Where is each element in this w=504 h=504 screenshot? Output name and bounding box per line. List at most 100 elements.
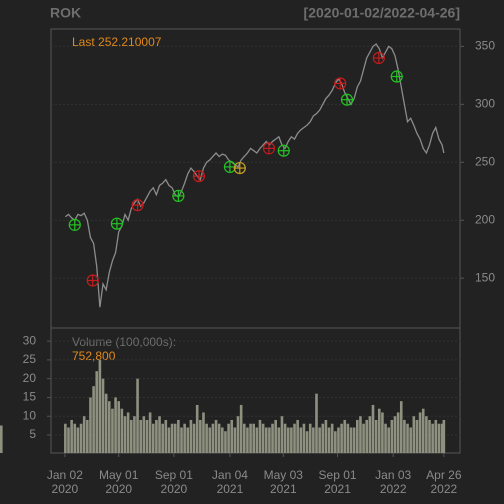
price-line	[64, 43, 445, 308]
volume-bar	[340, 423, 343, 453]
volume-bar	[293, 423, 296, 453]
volume-bar	[290, 427, 293, 453]
volume-bar	[302, 423, 306, 453]
volume-bar	[192, 423, 196, 453]
volume-bar	[189, 419, 193, 453]
volume-bar	[70, 419, 73, 453]
volume-bar	[214, 419, 218, 453]
volume-bar	[312, 427, 315, 453]
volume-bar	[434, 419, 438, 453]
volume-bar	[92, 386, 95, 453]
volume-bar	[230, 419, 234, 453]
volume-bar	[387, 427, 390, 453]
volume-bar	[126, 412, 130, 453]
volume-bar	[252, 423, 256, 453]
volume-bar	[142, 416, 146, 453]
signal-marker	[334, 77, 347, 90]
volume-bar	[368, 416, 372, 453]
volume-bar	[170, 423, 174, 453]
x-tick-label: Jan 02 2020	[46, 468, 83, 496]
volume-bar	[343, 419, 347, 453]
x-tick-label: Sep 01 2021	[318, 468, 357, 496]
x-tick-label: May 03 2021	[263, 468, 303, 496]
volume-bar	[73, 423, 77, 453]
volume-bar	[308, 423, 312, 453]
volume-bar	[64, 423, 67, 453]
signal-marker	[68, 218, 81, 231]
volume-bar	[280, 416, 284, 453]
signal-marker	[277, 144, 290, 157]
volume-label: Volume (100,000s):	[72, 335, 176, 349]
volume-bar	[82, 416, 86, 453]
volume-bar	[151, 423, 155, 453]
volume-bar	[431, 423, 434, 453]
volume-bar	[442, 419, 446, 453]
volume-bar	[390, 419, 394, 453]
volume-bar	[305, 431, 309, 453]
volume-bar	[356, 419, 359, 453]
volume-bar	[123, 416, 127, 453]
volume-bar	[114, 397, 117, 453]
volume-bar	[346, 423, 350, 453]
volume-bar	[136, 378, 139, 453]
volume-bar	[108, 401, 111, 453]
volume-bar	[377, 408, 381, 453]
volume-bar	[211, 423, 215, 453]
volume-bar	[421, 408, 425, 453]
volume-bar	[324, 419, 328, 453]
volume-bar	[180, 427, 183, 453]
volume-bar	[399, 401, 403, 453]
volume-bar	[199, 419, 202, 453]
volume-bar	[145, 419, 149, 453]
volume-bar	[409, 427, 412, 453]
volume-bar	[67, 427, 70, 453]
volume-bar	[158, 416, 161, 453]
volume-bar	[177, 419, 180, 453]
volume-bar	[425, 416, 428, 453]
volume-bar	[249, 423, 252, 453]
volume-bar	[233, 427, 237, 453]
y-tick-label: 200	[475, 212, 495, 226]
volume-bar	[352, 427, 356, 453]
volume-bar	[217, 423, 221, 453]
volume-bar	[205, 423, 208, 453]
signal-marker	[372, 51, 385, 65]
volume-bar	[406, 423, 409, 453]
volume-bar	[393, 416, 397, 453]
y-tick-label: 300	[475, 97, 495, 111]
volume-bar	[268, 427, 271, 453]
volume-bar	[202, 412, 205, 453]
signal-marker	[390, 70, 403, 83]
volume-bar	[315, 393, 318, 453]
x-tick-label: Apr 26 2022	[426, 468, 462, 496]
last-price: Last 252.210007	[72, 35, 162, 49]
volume-bar	[186, 427, 190, 453]
volume-bar	[418, 412, 422, 453]
volume-bar	[111, 408, 114, 453]
volume-bar	[101, 378, 105, 453]
volume-bar	[299, 427, 303, 453]
volume-bar	[167, 427, 171, 453]
volume-bar	[224, 431, 227, 453]
y2-tick-label: 30	[23, 333, 37, 347]
volume-bar	[274, 419, 277, 453]
volume-bar	[327, 427, 331, 453]
volume-bar	[318, 427, 321, 453]
volume-bar	[76, 427, 80, 453]
y2-tick-label: 5	[29, 427, 36, 441]
volume-bar	[415, 419, 419, 453]
volume-bar	[227, 423, 230, 453]
signal-marker	[233, 161, 246, 175]
volume-bar	[98, 359, 102, 453]
signal-marker	[340, 93, 354, 106]
volume-bar	[242, 423, 246, 453]
signal-marker	[86, 274, 99, 287]
volume-bar	[258, 419, 262, 453]
x-tick-label: Jan 03 2022	[375, 468, 412, 496]
y2-tick-label: 20	[23, 371, 37, 385]
x-tick-label: May 01 2020	[99, 468, 139, 496]
volume-bar	[277, 427, 281, 453]
volume-bar	[283, 423, 287, 453]
volume-bar	[104, 393, 108, 453]
